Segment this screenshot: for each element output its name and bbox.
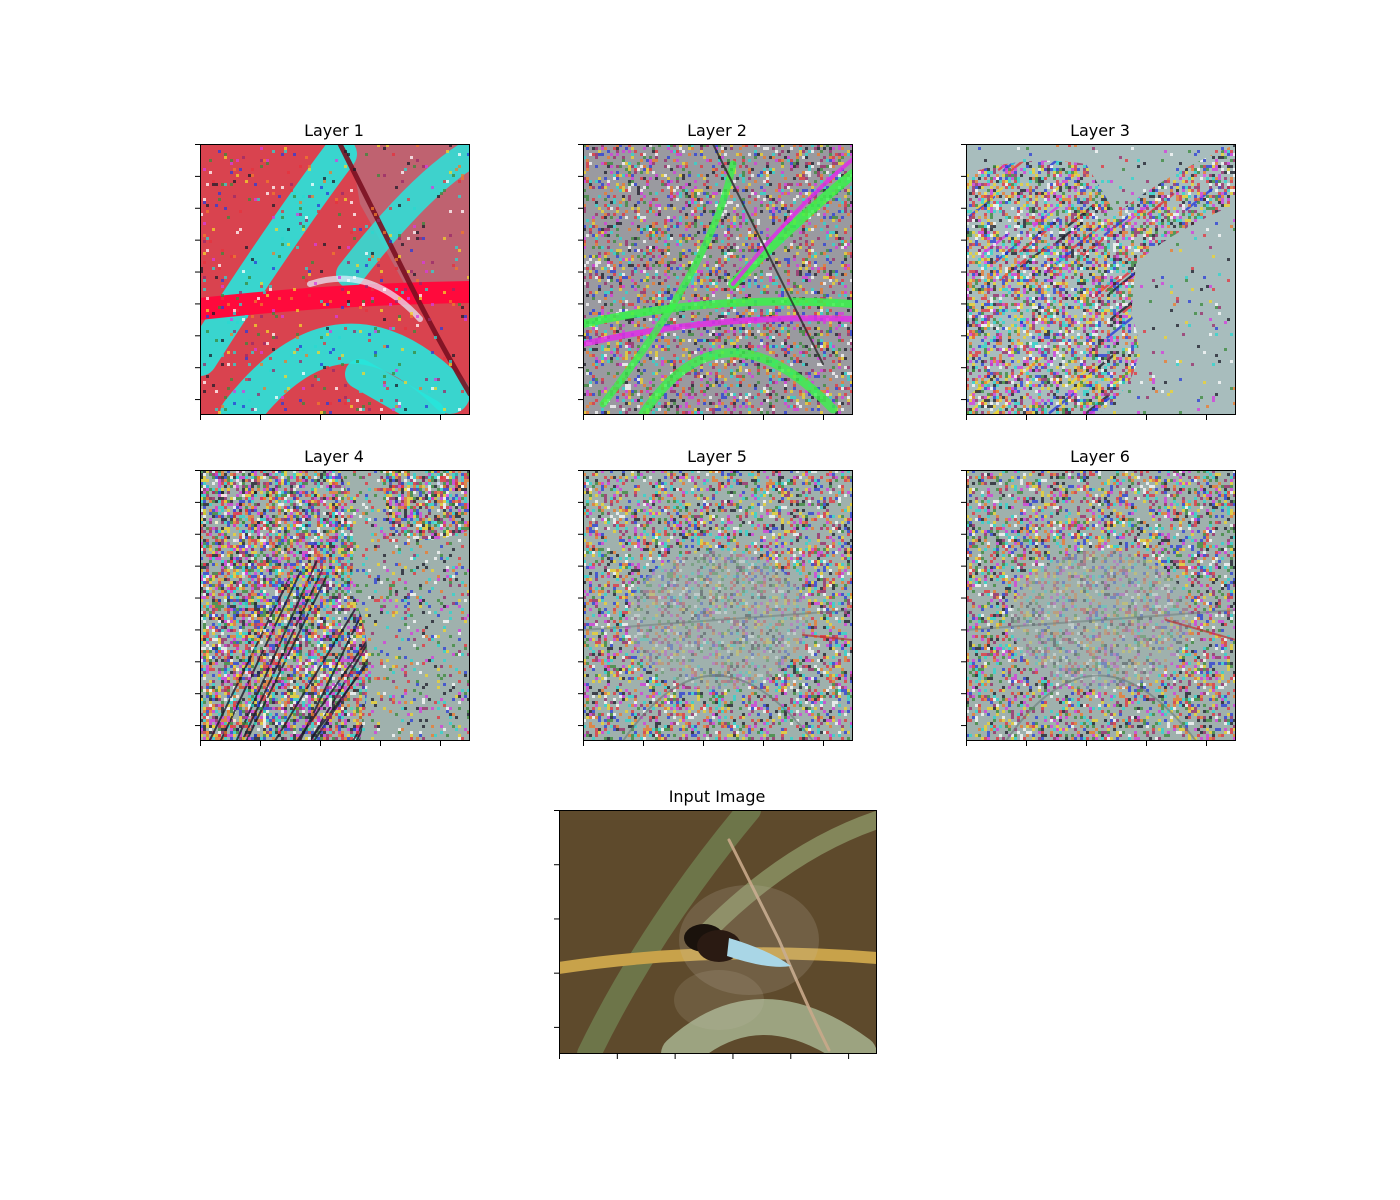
panel-layer-1 xyxy=(195,144,470,420)
wing xyxy=(674,970,764,1030)
edge-band xyxy=(583,297,853,328)
image-layer-3 xyxy=(961,144,1236,420)
image-content xyxy=(559,810,877,1054)
leaf xyxy=(700,811,877,939)
panel-input-image xyxy=(554,810,877,1059)
panel-layer-2 xyxy=(578,144,853,420)
axes-frame xyxy=(200,144,470,415)
dragonfly-abdomen xyxy=(727,938,791,967)
panel-title-layer-6: Layer 6 xyxy=(1070,447,1130,466)
axes-frame xyxy=(583,470,853,741)
stem-band xyxy=(200,281,470,320)
image-layer-4 xyxy=(195,470,470,746)
edge-band xyxy=(599,160,737,408)
image-layer-5 xyxy=(578,470,853,746)
axes-frame xyxy=(583,144,853,415)
image-content xyxy=(966,144,1236,415)
edge-band xyxy=(583,315,853,347)
axes-frame xyxy=(966,470,1236,741)
image-layer-6 xyxy=(961,470,1236,746)
panel-layer-6 xyxy=(961,470,1236,746)
leaf xyxy=(661,999,877,1054)
panel-title-input-image: Input Image xyxy=(669,787,766,806)
panel-layer-3 xyxy=(961,144,1236,420)
image-content xyxy=(200,470,470,741)
edge-line xyxy=(712,144,824,365)
wing xyxy=(679,885,819,995)
leaf-band xyxy=(200,144,357,376)
panel-title-layer-4: Layer 4 xyxy=(304,447,364,466)
stalk xyxy=(727,838,831,1052)
axes-frame xyxy=(559,810,877,1054)
edge-band xyxy=(731,157,853,286)
edge-band xyxy=(728,169,853,289)
panel-layer-5 xyxy=(578,470,853,746)
image-layer-1 xyxy=(195,144,470,420)
leaf-band xyxy=(345,359,445,415)
image-layer-2 xyxy=(578,144,853,420)
panel-title-layer-5: Layer 5 xyxy=(687,447,747,466)
image-input xyxy=(554,810,877,1059)
image-content xyxy=(966,470,1236,741)
panel-title-layer-1: Layer 1 xyxy=(304,121,364,140)
panel-layer-4 xyxy=(195,470,470,746)
image-content xyxy=(200,144,470,415)
leaf-band xyxy=(220,323,470,415)
leaf xyxy=(577,810,761,1054)
edge-band xyxy=(638,348,838,415)
body-highlight xyxy=(307,275,423,322)
axes-frame xyxy=(966,144,1236,415)
image-content xyxy=(583,470,853,741)
panel-title-layer-3: Layer 3 xyxy=(1070,121,1130,140)
image-content xyxy=(583,144,853,415)
axes-frame xyxy=(200,470,470,741)
panel-title-layer-2: Layer 2 xyxy=(687,121,747,140)
